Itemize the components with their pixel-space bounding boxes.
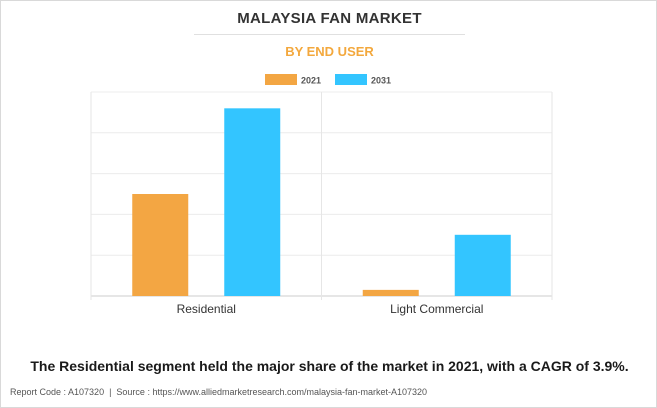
bar-chart: 2021 2031 Residential Light Commercial <box>90 74 553 316</box>
legend-swatch-2021 <box>265 74 297 85</box>
bar-2031-residential <box>224 108 281 296</box>
chart-title: MALAYSIA FAN MARKET <box>237 10 422 27</box>
footer-separator: | <box>109 387 112 397</box>
bar-2031-light-commercial <box>454 234 511 296</box>
x-tick-label: Residential <box>177 302 236 316</box>
bar-2021-light-commercial <box>362 289 419 296</box>
title-divider <box>194 34 465 35</box>
chart-caption: The Residential segment held the major s… <box>30 358 629 374</box>
footer: Report Code : A107320 | Source : https://w… <box>10 387 427 397</box>
legend-label-2031: 2031 <box>371 76 391 86</box>
chart-subtitle: BY END USER <box>285 44 374 59</box>
legend-label-2021: 2021 <box>301 76 321 86</box>
report-code: Report Code : A107320 <box>10 387 105 397</box>
legend-swatch-2031 <box>335 74 367 85</box>
bar-2021-residential <box>132 194 189 296</box>
x-tick-label: Light Commercial <box>390 302 483 316</box>
source-link[interactable]: Source : https://www.alliedmarketresearc… <box>116 387 428 397</box>
